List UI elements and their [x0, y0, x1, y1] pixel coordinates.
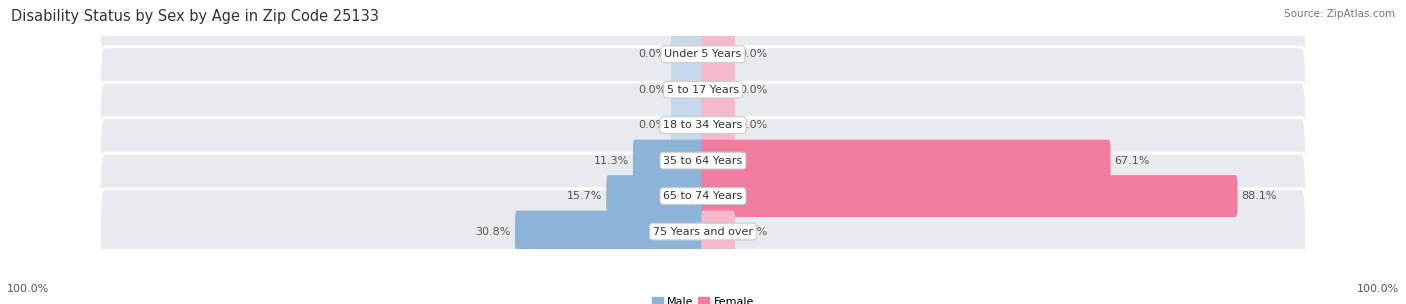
Text: 18 to 34 Years: 18 to 34 Years	[664, 120, 742, 130]
Legend: Male, Female: Male, Female	[647, 293, 759, 304]
Text: Under 5 Years: Under 5 Years	[665, 49, 741, 59]
FancyBboxPatch shape	[100, 153, 1306, 239]
Text: 0.0%: 0.0%	[740, 49, 768, 59]
FancyBboxPatch shape	[606, 175, 704, 217]
FancyBboxPatch shape	[100, 47, 1306, 133]
Text: 0.0%: 0.0%	[638, 120, 666, 130]
Text: 0.0%: 0.0%	[740, 85, 768, 95]
Text: 0.0%: 0.0%	[638, 49, 666, 59]
FancyBboxPatch shape	[100, 188, 1306, 275]
Text: 35 to 64 Years: 35 to 64 Years	[664, 156, 742, 166]
FancyBboxPatch shape	[671, 69, 704, 111]
Text: 0.0%: 0.0%	[638, 85, 666, 95]
Text: 75 Years and over: 75 Years and over	[652, 226, 754, 237]
Text: Source: ZipAtlas.com: Source: ZipAtlas.com	[1284, 9, 1395, 19]
Text: 67.1%: 67.1%	[1115, 156, 1150, 166]
Text: 100.0%: 100.0%	[1357, 284, 1399, 294]
Text: 11.3%: 11.3%	[593, 156, 628, 166]
FancyBboxPatch shape	[100, 82, 1306, 168]
FancyBboxPatch shape	[100, 118, 1306, 204]
FancyBboxPatch shape	[671, 104, 704, 146]
Text: 30.8%: 30.8%	[475, 226, 510, 237]
Text: 0.0%: 0.0%	[740, 120, 768, 130]
FancyBboxPatch shape	[702, 211, 735, 252]
FancyBboxPatch shape	[702, 140, 1111, 181]
Text: 15.7%: 15.7%	[567, 191, 602, 201]
FancyBboxPatch shape	[100, 11, 1306, 97]
FancyBboxPatch shape	[702, 104, 735, 146]
FancyBboxPatch shape	[515, 211, 704, 252]
Text: 88.1%: 88.1%	[1241, 191, 1277, 201]
Text: 0.0%: 0.0%	[740, 226, 768, 237]
FancyBboxPatch shape	[671, 33, 704, 75]
Text: 100.0%: 100.0%	[7, 284, 49, 294]
FancyBboxPatch shape	[633, 140, 704, 181]
FancyBboxPatch shape	[702, 175, 1237, 217]
FancyBboxPatch shape	[702, 69, 735, 111]
Text: 5 to 17 Years: 5 to 17 Years	[666, 85, 740, 95]
Text: Disability Status by Sex by Age in Zip Code 25133: Disability Status by Sex by Age in Zip C…	[11, 9, 380, 24]
Text: 65 to 74 Years: 65 to 74 Years	[664, 191, 742, 201]
FancyBboxPatch shape	[702, 33, 735, 75]
